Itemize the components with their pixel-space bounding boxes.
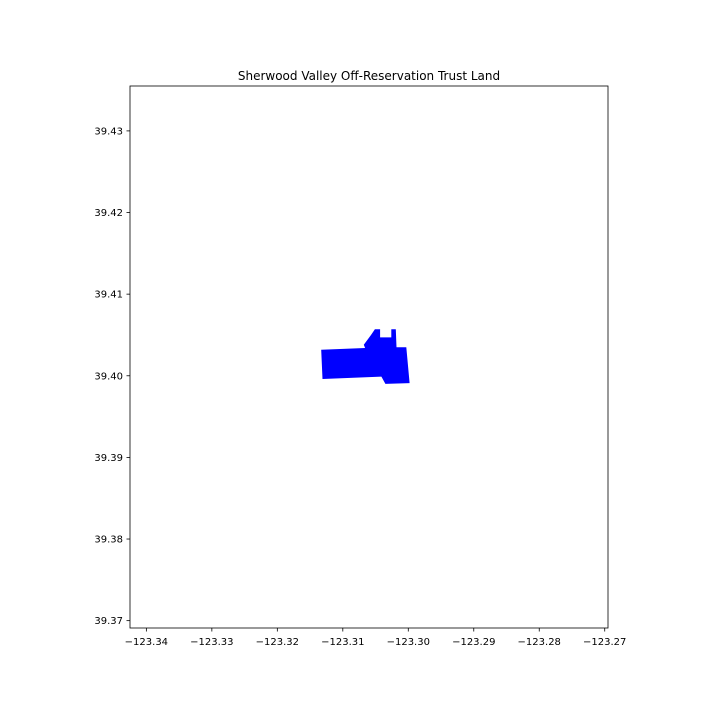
x-tick-label: −123.34 — [125, 637, 168, 648]
y-tick-label: 39.43 — [94, 126, 123, 137]
x-tick-label: −123.30 — [387, 637, 430, 648]
y-tick-label: 39.39 — [94, 453, 123, 464]
x-tick-label: −123.28 — [518, 637, 561, 648]
axes-frame — [129, 85, 609, 629]
x-tick-label: −123.32 — [256, 637, 299, 648]
x-tick-label: −123.27 — [583, 637, 626, 648]
y-tick-label: 39.40 — [94, 371, 123, 382]
trust-land-parcel — [321, 329, 410, 384]
x-tick-label: −123.33 — [190, 637, 233, 648]
x-tick-label: −123.31 — [321, 637, 364, 648]
x-tick-label: −123.29 — [452, 637, 495, 648]
plot-area — [321, 329, 410, 384]
x-axis: −123.34 −123.33 −123.32 −123.31 −123.30 −123.… — [125, 628, 626, 648]
y-tick-label: 39.42 — [94, 208, 123, 219]
chart-title: Sherwood Valley Off-Reservation Trust La… — [238, 69, 500, 83]
y-axis: 39.37 39.38 39.39 39.40 39.41 39.42 39.43 — [94, 126, 130, 627]
y-tick-label: 39.41 — [94, 290, 123, 301]
y-tick-label: 39.37 — [94, 616, 123, 627]
y-tick-label: 39.38 — [94, 535, 123, 546]
